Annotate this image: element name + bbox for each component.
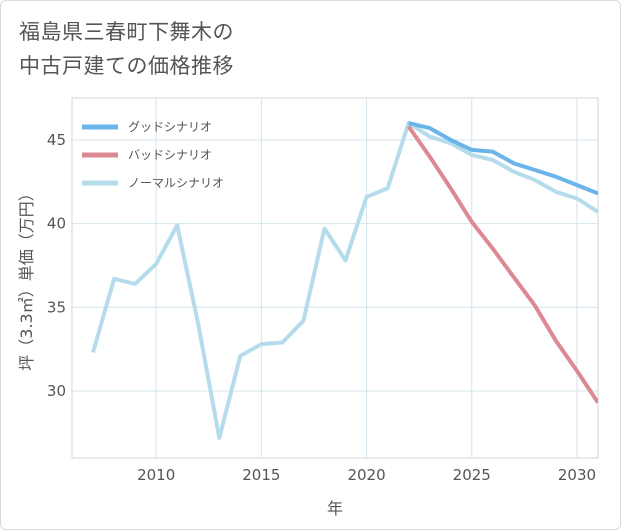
x-tick-label: 2025 [453,466,491,484]
y-tick-label: 35 [47,298,66,316]
x-axis-ticks: 2010 2015 2020 2025 2030 [137,466,596,484]
grid-lines [72,98,598,458]
plot-area [71,97,599,459]
x-tick-label: 2010 [137,466,175,484]
chart-title: 福島県三春町下舞木の 中古戸建ての価格推移 [19,15,579,83]
x-tick-label: 2030 [558,466,596,484]
y-axis-ticks: 30 35 40 45 [47,131,66,400]
y-tick-label: 45 [47,131,66,149]
legend-label: バッドシナリオ [128,148,212,162]
series-line-2 [406,125,598,404]
series-line-1 [408,121,598,196]
x-tick-label: 2015 [242,466,280,484]
y-tick-label: 40 [47,215,66,233]
chart-title-line-2: 中古戸建ての価格推移 [19,54,234,78]
legend-label: グッドシナリオ [128,120,212,134]
series-lines [91,121,598,440]
y-tick-label: 30 [47,382,66,400]
legend-label: ノーマルシナリオ [128,176,224,190]
chart-title-line-1: 福島県三春町下舞木の [19,20,234,44]
x-tick-label: 2020 [347,466,385,484]
series-line-3 [91,121,598,440]
x-axis-label: 年 [327,499,343,518]
y-axis-label: 坪（3.3㎡）単価（万円） [17,185,36,370]
